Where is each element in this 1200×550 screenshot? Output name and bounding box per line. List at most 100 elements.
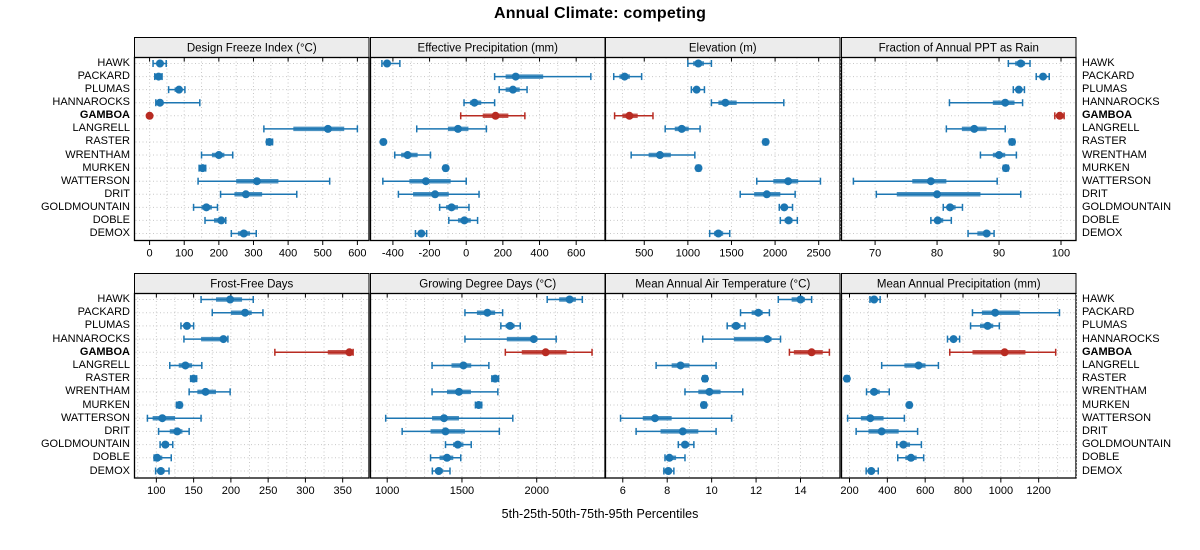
median-dot <box>796 295 805 304</box>
median-dot <box>1016 59 1025 68</box>
site-label-left-demox: DEMOX <box>89 464 130 477</box>
site-label-left-doble: DOBLE <box>92 451 130 464</box>
percentile-row-murken <box>1001 164 1010 173</box>
axis-tick-label: 400 <box>878 485 896 497</box>
site-label-left-raster: RASTER <box>85 372 130 385</box>
median-dot <box>453 124 462 133</box>
percentile-row-langrell <box>430 361 490 370</box>
site-label-right-doble: DOBLE <box>1082 451 1120 464</box>
axis-tick-label: 200 <box>222 485 240 497</box>
site-label-left-doble: DOBLE <box>92 213 130 226</box>
median-dot <box>982 229 991 238</box>
axis-tick-label: 2500 <box>806 248 830 260</box>
median-dot <box>508 85 517 94</box>
percentile-row-langrell <box>664 124 701 133</box>
axis-tick-label: 1200 <box>1026 485 1050 497</box>
median-dot <box>761 137 770 146</box>
axis-tick-label: 200 <box>493 248 511 260</box>
site-label-right-hannarocks: HANNAROCKS <box>1082 96 1160 109</box>
site-label-right-murken: MURKEN <box>1082 398 1130 411</box>
site-label-left-langrell: LANGRELL <box>72 122 130 135</box>
median-dot <box>430 190 439 199</box>
panel-design-freeze-index-c: Design Freeze Index (°C) 0 100 200 300 400 500… <box>133 37 370 260</box>
axis-tick-label: 400 <box>530 248 548 260</box>
median-dot <box>158 414 167 423</box>
axis-tick-label: 1500 <box>449 485 473 497</box>
percentile-row-hawk <box>200 295 254 304</box>
median-dot <box>541 348 550 357</box>
median-dot <box>714 229 723 238</box>
median-dot <box>678 427 687 436</box>
median-dot <box>625 111 634 120</box>
percentile-row-murken <box>474 401 483 410</box>
plot-area <box>369 56 606 242</box>
median-dot <box>442 453 451 462</box>
percentile-row-hawk <box>545 295 583 304</box>
median-dot <box>877 427 886 436</box>
strip-title: Frost-Free Days <box>210 279 293 291</box>
median-dot <box>655 151 664 160</box>
percentile-row-doble <box>447 216 478 225</box>
percentile-row-watterson <box>846 414 905 423</box>
median-dot <box>1038 72 1047 81</box>
site-label-left-packard: PACKARD <box>77 70 130 83</box>
percentile-row-packard <box>154 72 163 81</box>
median-dot <box>482 308 491 317</box>
median-dot <box>491 111 500 120</box>
axis-tick-label: 70 <box>868 248 880 260</box>
site-label-left-goldmountain: GOLDMOUNTAIN <box>40 200 130 213</box>
median-dot <box>620 72 629 81</box>
median-dot <box>949 335 958 344</box>
median-dot <box>763 335 772 344</box>
median-dot <box>904 401 913 410</box>
percentile-row-goldmountain <box>159 440 174 449</box>
median-dot <box>732 321 741 330</box>
percentile-row-langrell <box>945 124 1006 133</box>
axis-tick-label: 200 <box>840 485 858 497</box>
median-dot <box>933 216 942 225</box>
median-dot <box>214 151 223 160</box>
site-label-left-drit: DRIT <box>104 187 130 200</box>
axis-tick-label: 600 <box>566 248 584 260</box>
percentile-row-wrentham <box>865 387 890 396</box>
median-dot <box>175 85 184 94</box>
percentile-row-hannarocks <box>183 335 229 344</box>
site-label-left-watterson: WATTERSON <box>60 411 130 424</box>
plot-area <box>604 292 841 479</box>
median-dot <box>898 440 907 449</box>
axis-tick-label: 0 <box>463 248 469 260</box>
percentile-row-raster <box>189 374 198 383</box>
axis-tick-label: 100 <box>1051 248 1069 260</box>
axis-tick-label: 500 <box>314 248 332 260</box>
site-label-left-hannarocks: HANNAROCKS <box>52 332 130 345</box>
percentile-row-demox <box>431 467 451 475</box>
percentile-row-doble <box>664 453 686 462</box>
percentile-row-goldmountain <box>444 440 472 449</box>
percentile-row-watterson <box>146 414 202 423</box>
median-dot <box>161 440 170 449</box>
percentile-row-wrentham <box>188 387 231 396</box>
median-dot <box>1000 98 1009 107</box>
median-dot <box>842 374 851 383</box>
median-dot <box>202 203 211 212</box>
median-dot <box>721 98 730 107</box>
median-dot <box>459 216 468 225</box>
median-dot <box>529 335 538 344</box>
median-dot <box>1001 164 1010 173</box>
percentile-row-packard <box>1034 72 1050 81</box>
axis-tick-label: 250 <box>259 485 277 497</box>
percentile-row-hannarocks <box>710 98 785 107</box>
median-dot <box>416 229 425 238</box>
site-label-right-packard: PACKARD <box>1082 306 1135 319</box>
median-dot <box>226 295 235 304</box>
site-label-left-raster: RASTER <box>85 135 130 148</box>
plot-area <box>133 56 370 242</box>
percentile-row-hawk <box>380 59 401 68</box>
percentile-row-packard <box>739 308 771 317</box>
axis-tick-label: 12 <box>750 485 762 497</box>
percentile-row-packard <box>971 308 1060 317</box>
percentile-row-langrell <box>880 361 939 370</box>
site-label-right-drit: DRIT <box>1082 424 1108 437</box>
percentile-row-wrentham <box>200 151 234 160</box>
median-dot <box>439 414 448 423</box>
